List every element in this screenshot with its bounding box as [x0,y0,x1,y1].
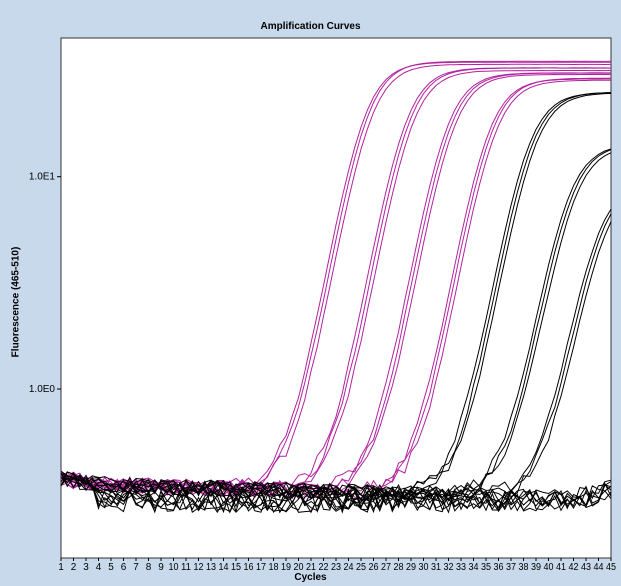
x-tick-label: 41 [556,562,566,573]
x-tick-label: 35 [481,562,491,573]
amplification-curve-black-4-1 [60,92,612,502]
x-tick-label: 33 [456,562,466,573]
x-tick-label: 15 [231,562,241,573]
x-tick-label: 42 [569,562,579,573]
x-tick-label: 13 [206,562,216,573]
x-tick-label: 43 [581,562,591,573]
x-tick-label: 22 [319,562,329,573]
x-tick-label: 37 [506,562,516,573]
x-tick-label: 12 [194,562,204,573]
y-axis-ticks: 1.0E1 1.0E0 [29,172,61,395]
chart-title: Amplification Curves [260,21,361,32]
x-tick-label: 3 [83,562,89,573]
x-tick-label: 6 [121,562,127,573]
x-tick-label: 14 [219,562,229,573]
x-tick-label: 30 [419,562,429,573]
x-tick-label: 44 [594,562,604,573]
curves [60,60,612,514]
x-tick-label: 9 [158,562,164,573]
x-tick-label: 7 [133,562,139,573]
x-tick-label: 27 [381,562,391,573]
x-tick-label: 31 [431,562,441,573]
y-tick-label: 1.0E1 [29,172,56,183]
x-tick-label: 17 [256,562,266,573]
amplification-curve-magenta-3-2 [60,79,611,499]
y-tick-label: 1.0E0 [29,384,56,395]
x-tick-label: 10 [169,562,179,573]
x-tick-label: 26 [369,562,379,573]
x-tick-label: 18 [269,562,279,573]
amplification-curve-black-7-7 [60,473,612,514]
x-tick-label: 2 [71,562,77,573]
x-tick-label: 25 [356,562,366,573]
plot-area [60,37,612,559]
amplification-curve-black-7-3 [60,473,612,512]
x-tick-label: 45 [606,562,616,573]
x-tick-label: 1 [58,562,64,573]
x-tick-label: 19 [281,562,291,573]
x-tick-label: 40 [544,562,554,573]
x-tick-label: 39 [531,562,541,573]
x-tick-label: 29 [406,562,416,573]
x-tick-label: 20 [294,562,304,573]
x-tick-label: 23 [331,562,341,573]
x-tick-label: 32 [444,562,454,573]
amplification-curve-black-7-5 [60,473,612,514]
x-tick-label: 5 [108,562,114,573]
x-tick-label: 34 [469,562,479,573]
x-axis-label: Cycles [294,572,327,583]
x-tick-label: 24 [344,562,354,573]
x-tick-label: 38 [519,562,529,573]
amplification-curve-magenta-0-2 [60,63,612,495]
x-tick-label: 16 [244,562,254,573]
x-tick-label: 4 [96,562,102,573]
x-tick-label: 11 [181,562,191,573]
amplification-curve-black-6-0 [60,208,612,503]
x-axis-ticks: 1 2 3 4 5 6 7 8 9 10 11 12 13 14 15 16 17 18 19 20 21 22 23 24 2… [58,558,616,573]
x-tick-label: 36 [494,562,504,573]
x-tick-label: 28 [394,562,404,573]
x-tick-label: 8 [146,562,152,573]
x-tick-label: 21 [306,562,316,573]
